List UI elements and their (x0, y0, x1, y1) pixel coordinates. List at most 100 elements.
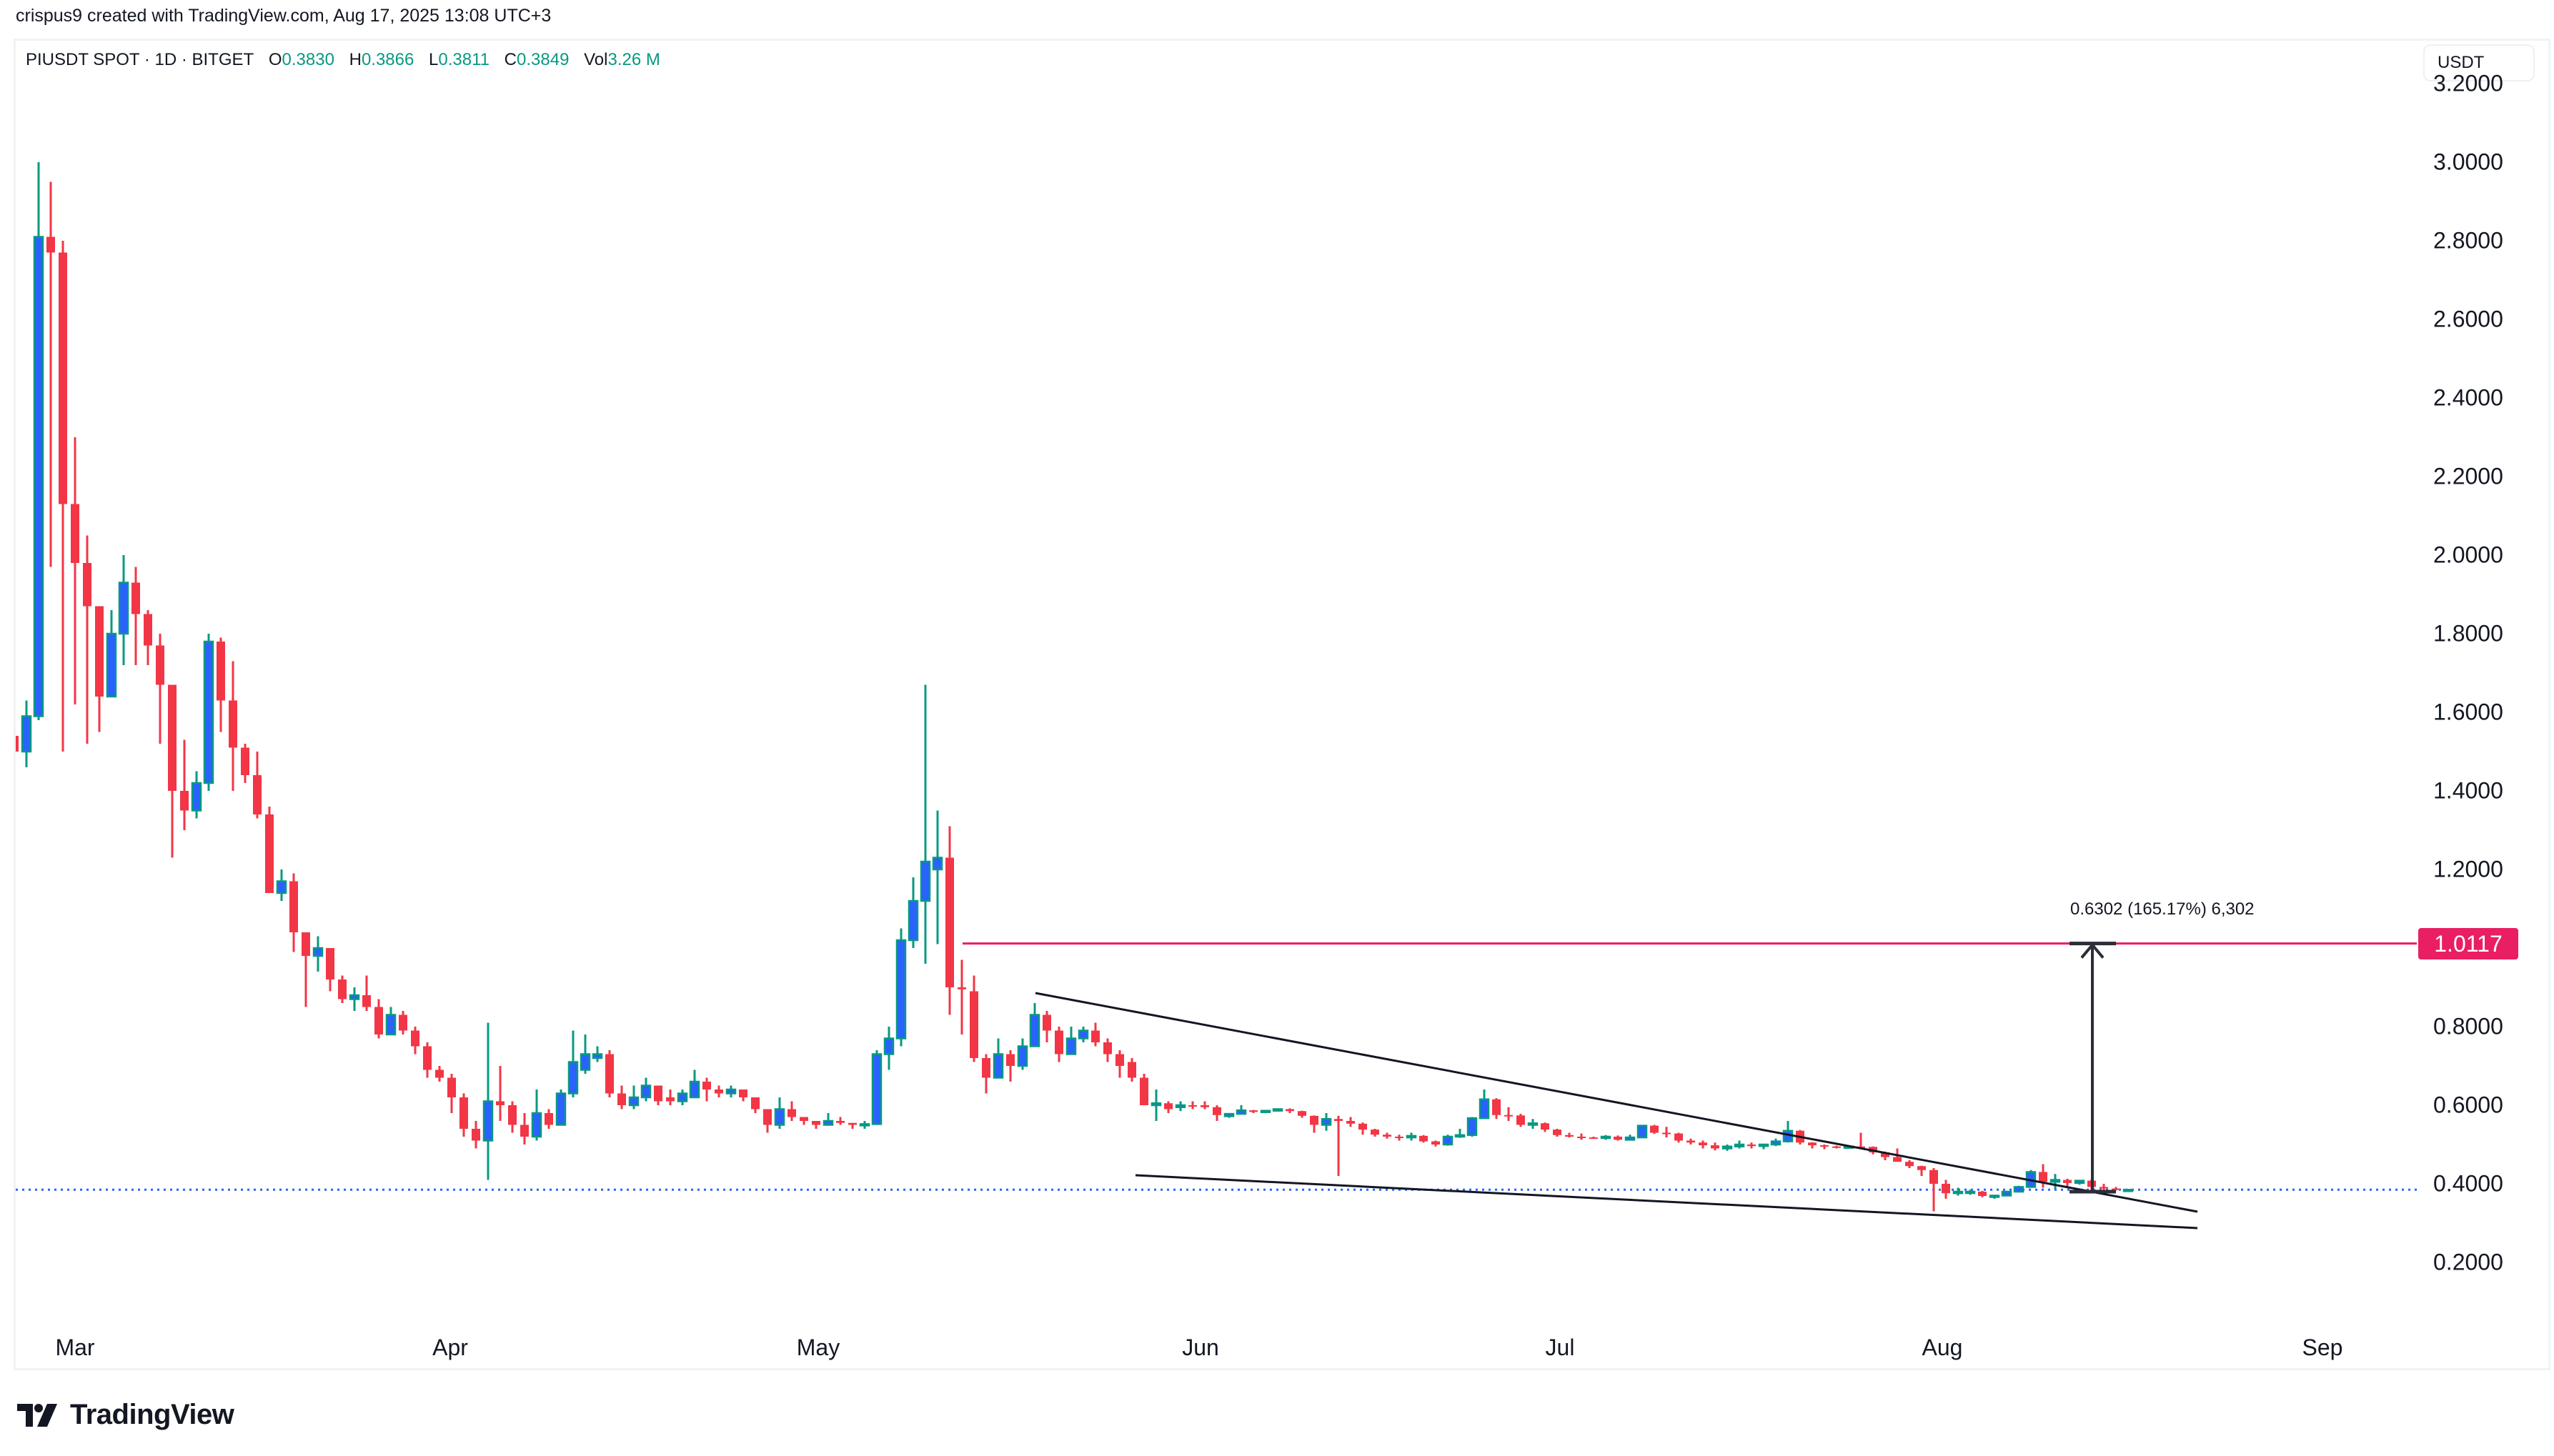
candle-body (1151, 1102, 1162, 1107)
candle-body (423, 1046, 432, 1070)
candle-body (1029, 1014, 1040, 1047)
candle-body (1686, 1140, 1695, 1143)
candle-body (605, 1054, 614, 1094)
candle-body (1272, 1108, 1283, 1112)
candle-body (168, 684, 177, 791)
measure-arrow-head-icon (2080, 942, 2105, 959)
candle-body (2112, 1188, 2120, 1190)
candle-body (859, 1123, 870, 1127)
candle-body (1857, 1146, 1865, 1148)
candle-body (1188, 1105, 1197, 1107)
price-axis-tick: 1.2000 (2433, 856, 2503, 882)
price-axis-tick: 1.6000 (2433, 699, 2503, 725)
candle-body (21, 715, 32, 753)
candle-body (945, 857, 954, 987)
tradingview-logo[interactable]: TradingView (17, 1399, 234, 1431)
candle-body (751, 1097, 760, 1110)
candle-body (1942, 1184, 1950, 1194)
candle-body (1249, 1110, 1258, 1112)
candle-body (191, 782, 202, 812)
candle-body (993, 1053, 1004, 1079)
tradingview-logo-icon (17, 1403, 57, 1427)
candle-body (1140, 1077, 1148, 1105)
candle-body (1406, 1135, 1417, 1139)
candle-body (399, 1014, 407, 1031)
candle-body (326, 948, 334, 979)
candle-body (1371, 1130, 1379, 1135)
candle-body (1017, 1045, 1028, 1067)
candle-body (95, 606, 104, 697)
candle-body (1298, 1111, 1306, 1116)
candle-body (362, 995, 371, 1007)
candle-body (1711, 1145, 1719, 1149)
candle-body (871, 1053, 883, 1125)
currency-unit-button[interactable]: USDT (2423, 44, 2535, 81)
candle-body (1260, 1110, 1271, 1113)
symbol-title[interactable]: PIUSDT SPOT · 1D · BITGET (26, 50, 254, 69)
candle-body (1905, 1162, 1914, 1167)
candle-body (2013, 1186, 2024, 1193)
candle-body (617, 1093, 626, 1105)
candle-body (289, 881, 298, 932)
price-axis-tick: 3.2000 (2433, 70, 2503, 96)
candle-body (1236, 1109, 1247, 1115)
candle-body (920, 860, 931, 902)
candle-body (1917, 1166, 1926, 1170)
candle-body (628, 1096, 640, 1107)
candle-body (1223, 1112, 1235, 1117)
candle-body (180, 791, 189, 811)
open-value: 0.3830 (282, 50, 334, 69)
candle-body (800, 1117, 808, 1121)
candle-body (958, 987, 966, 989)
candle-body (46, 236, 55, 253)
candle-body (1115, 1054, 1124, 1066)
candle-body (1964, 1190, 1976, 1195)
candle-body (908, 899, 919, 942)
close-label: C (504, 50, 517, 69)
candle-body (482, 1100, 494, 1142)
candle-body (1758, 1143, 1769, 1147)
candle-body (2039, 1172, 2047, 1182)
candle-body (1662, 1132, 1671, 1135)
candle-body (1820, 1145, 1829, 1147)
candle-body (1577, 1137, 1586, 1138)
candle-body (592, 1053, 603, 1059)
price-axis-tick: 2.4000 (2433, 384, 2503, 411)
candle-body (1978, 1192, 1987, 1197)
candle-body (229, 700, 237, 748)
price-axis-tick: 0.4000 (2433, 1170, 2503, 1197)
time-axis-tick: Mar (55, 1335, 95, 1360)
candle-body (1346, 1121, 1355, 1124)
candle-body (106, 632, 117, 698)
candle-body (1383, 1135, 1391, 1137)
volume-value: 3.26 M (607, 50, 660, 69)
candle-body (1553, 1130, 1561, 1135)
candle-body (1492, 1099, 1501, 1115)
candle-body (1103, 1042, 1112, 1054)
candle-body (715, 1089, 723, 1094)
candle-body (302, 932, 310, 956)
candle-body (459, 1097, 468, 1129)
candle-body (836, 1121, 845, 1123)
candle-body (1321, 1118, 1332, 1126)
candle-body (739, 1089, 747, 1097)
candle-body (1770, 1140, 1782, 1146)
candle-body (16, 736, 19, 752)
candle-body (265, 814, 274, 893)
candle-body (689, 1080, 700, 1099)
candle-body (1504, 1115, 1513, 1117)
candle-body (1989, 1195, 2000, 1198)
candle-body (677, 1092, 688, 1102)
candle-body (1286, 1109, 1294, 1112)
symbol-legend: PIUSDT SPOT · 1D · BITGET O0.3830 H0.386… (26, 50, 670, 70)
candle-body (1952, 1190, 1964, 1195)
volume-label: Vol (584, 50, 608, 69)
candle-body (1164, 1103, 1173, 1110)
candle-body (203, 640, 214, 784)
candle-body (1565, 1135, 1574, 1137)
candle-body (59, 252, 67, 504)
price-axis-tick: 2.8000 (2433, 227, 2503, 254)
candle-body (276, 880, 287, 894)
candle-body (1541, 1123, 1549, 1130)
